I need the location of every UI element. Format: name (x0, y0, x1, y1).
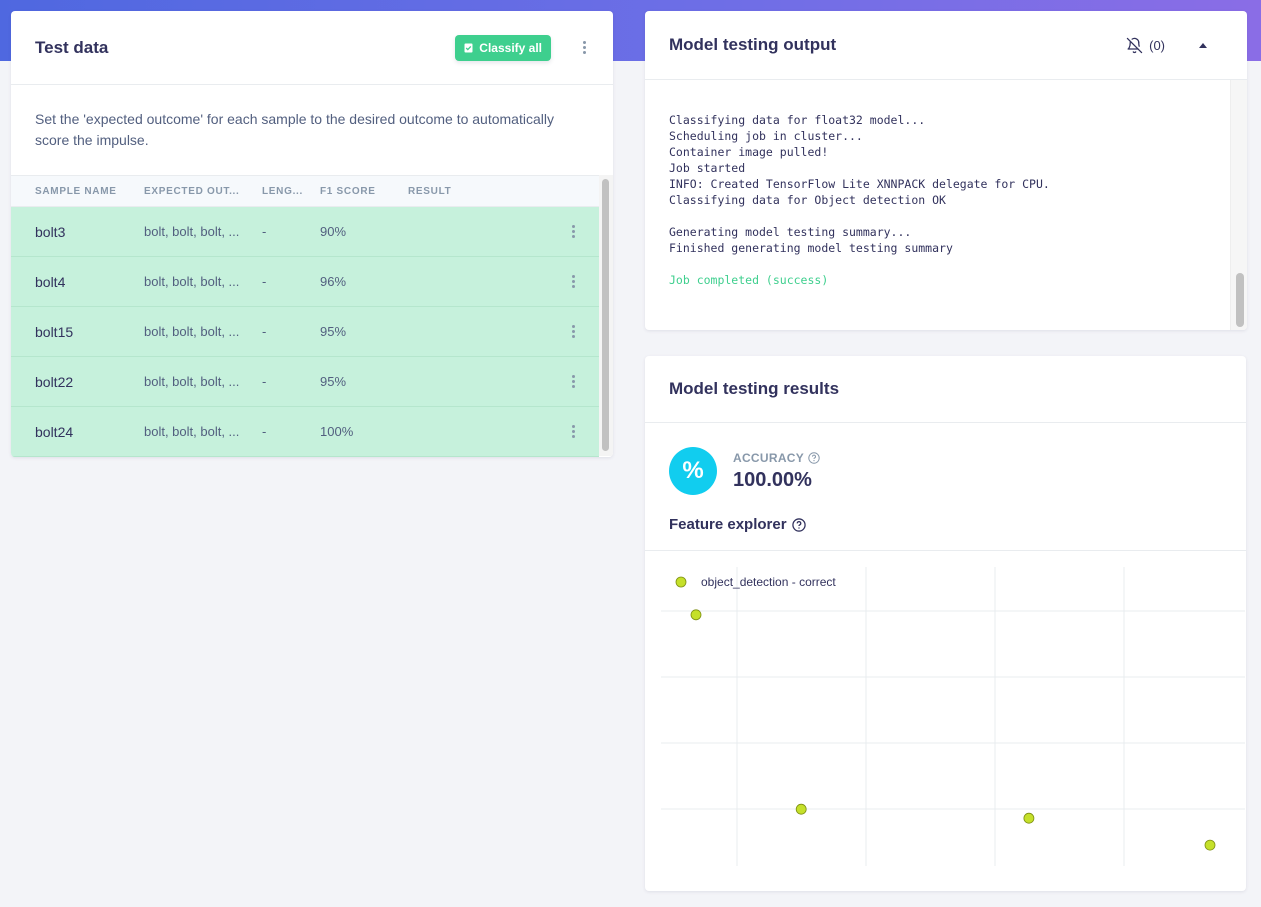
feature-explorer-chart[interactable]: object_detection - correct (645, 551, 1246, 891)
accuracy-label: ACCURACY (733, 451, 820, 465)
scatter-point[interactable] (1023, 812, 1035, 824)
row-options-icon[interactable] (568, 225, 578, 238)
sample-name[interactable]: bolt24 (35, 423, 74, 440)
table-row[interactable]: bolt22 bolt, bolt, bolt, ... - 95% (11, 357, 599, 407)
log-line (669, 256, 1223, 272)
model-testing-output-card: Model testing output (0) Classifying dat… (645, 11, 1247, 330)
table-row[interactable]: bolt24 bolt, bolt, bolt, ... - 100% (11, 407, 599, 457)
results-header: Model testing results (645, 356, 1246, 423)
sample-name[interactable]: bolt22 (35, 373, 74, 390)
col-expected-outcome[interactable]: EXPECTED OUT... (144, 185, 240, 197)
output-log: Classifying data for float32 model... Sch… (645, 80, 1247, 288)
classify-all-button[interactable]: Classify all (455, 34, 551, 61)
table-row[interactable]: bolt15 bolt, bolt, bolt, ... - 95% (11, 307, 599, 357)
expected-outcome: bolt, bolt, bolt, ... (144, 224, 240, 239)
length: - (262, 374, 267, 389)
classify-all-label: Classify all (479, 40, 542, 55)
table-row[interactable]: bolt4 bolt, bolt, bolt, ... - 96% (11, 257, 599, 307)
length: - (262, 424, 267, 439)
help-icon[interactable] (808, 451, 820, 464)
row-options-icon[interactable] (568, 425, 578, 438)
scatter-point[interactable] (795, 803, 807, 815)
results-title: Model testing results (669, 379, 840, 398)
log-success-line: Job completed (success) (669, 273, 829, 287)
model-testing-results-card: Model testing results % ACCURACY 100.00%… (645, 356, 1246, 891)
col-length[interactable]: LENG... (262, 185, 304, 197)
log-line: INFO: Created TensorFlow Lite XNNPACK de… (669, 177, 1050, 191)
length: - (262, 324, 267, 339)
test-data-card: Test data Classify all Set the 'expected… (11, 11, 613, 457)
sample-name[interactable]: bolt3 (35, 223, 66, 240)
test-data-title: Test data (35, 37, 109, 57)
test-data-description: Set the 'expected outcome' for each samp… (35, 111, 554, 148)
test-data-header: Test data Classify all (11, 11, 613, 85)
accuracy-value: 100.00% (733, 468, 812, 491)
sample-name[interactable]: bolt4 (35, 273, 66, 290)
feature-explorer-svg[interactable]: object_detection - correct (645, 551, 1246, 891)
log-line: Job started (669, 161, 746, 175)
table-row[interactable]: bolt3 bolt, bolt, bolt, ... - 90% (11, 207, 599, 257)
log-line (669, 208, 1223, 224)
notifications-toggle[interactable]: (0) (1126, 37, 1165, 54)
expected-outcome: bolt, bolt, bolt, ... (144, 374, 240, 389)
output-scrollbar[interactable] (1230, 80, 1247, 330)
feature-explorer-label: Feature explorer (669, 516, 787, 533)
accuracy-label-text: ACCURACY (733, 450, 805, 465)
legend-label: object_detection - correct (701, 575, 836, 589)
length: - (262, 274, 267, 289)
feature-explorer-title: Feature explorer (645, 499, 1246, 551)
scatter-point[interactable] (690, 609, 702, 621)
output-header: Model testing output (0) (645, 11, 1247, 80)
output-title: Model testing output (669, 35, 837, 54)
percent-icon: % (669, 447, 717, 495)
row-options-icon[interactable] (568, 275, 578, 288)
expected-outcome: bolt, bolt, bolt, ... (144, 274, 240, 289)
log-line: Classifying data for float32 model... (669, 113, 926, 127)
f1-score: 95% (320, 324, 347, 339)
test-data-table: SAMPLE NAME EXPECTED OUT... LENG... F1 S… (11, 175, 613, 457)
table-scroll-thumb[interactable] (602, 179, 609, 451)
bell-off-icon (1126, 37, 1143, 53)
accuracy-row: % ACCURACY 100.00% (645, 423, 1246, 495)
scatter-point[interactable] (1204, 839, 1216, 851)
row-options-icon[interactable] (568, 375, 578, 388)
f1-score: 90% (320, 224, 347, 239)
clipboard-check-icon (464, 43, 473, 53)
row-options-icon[interactable] (568, 325, 578, 338)
legend-marker (675, 576, 687, 588)
f1-score: 96% (320, 274, 347, 289)
notification-count: (0) (1149, 37, 1165, 53)
expected-outcome: bolt, bolt, bolt, ... (144, 324, 240, 339)
table-scrollbar[interactable] (599, 175, 613, 456)
help-icon[interactable] (791, 517, 806, 532)
more-options-icon[interactable] (579, 41, 589, 54)
f1-score: 95% (320, 374, 347, 389)
length: - (262, 224, 267, 239)
expected-outcome: bolt, bolt, bolt, ... (144, 424, 240, 439)
table-header: SAMPLE NAME EXPECTED OUT... LENG... F1 S… (11, 175, 599, 207)
log-line: Classifying data for Object detection OK (669, 193, 946, 207)
sample-name[interactable]: bolt15 (35, 323, 74, 340)
log-line: Finished generating model testing summar… (669, 241, 953, 255)
f1-score: 100% (320, 424, 354, 439)
col-result[interactable]: RESULT (408, 185, 452, 197)
output-scroll-thumb[interactable] (1236, 273, 1244, 327)
col-f1-score[interactable]: F1 SCORE (320, 185, 376, 197)
col-sample-name[interactable]: SAMPLE NAME (35, 185, 117, 197)
log-line: Generating model testing summary... (669, 225, 912, 239)
log-line: Container image pulled! (669, 145, 829, 159)
collapse-caret-icon[interactable] (1199, 42, 1207, 48)
log-line: Scheduling job in cluster... (669, 129, 863, 143)
